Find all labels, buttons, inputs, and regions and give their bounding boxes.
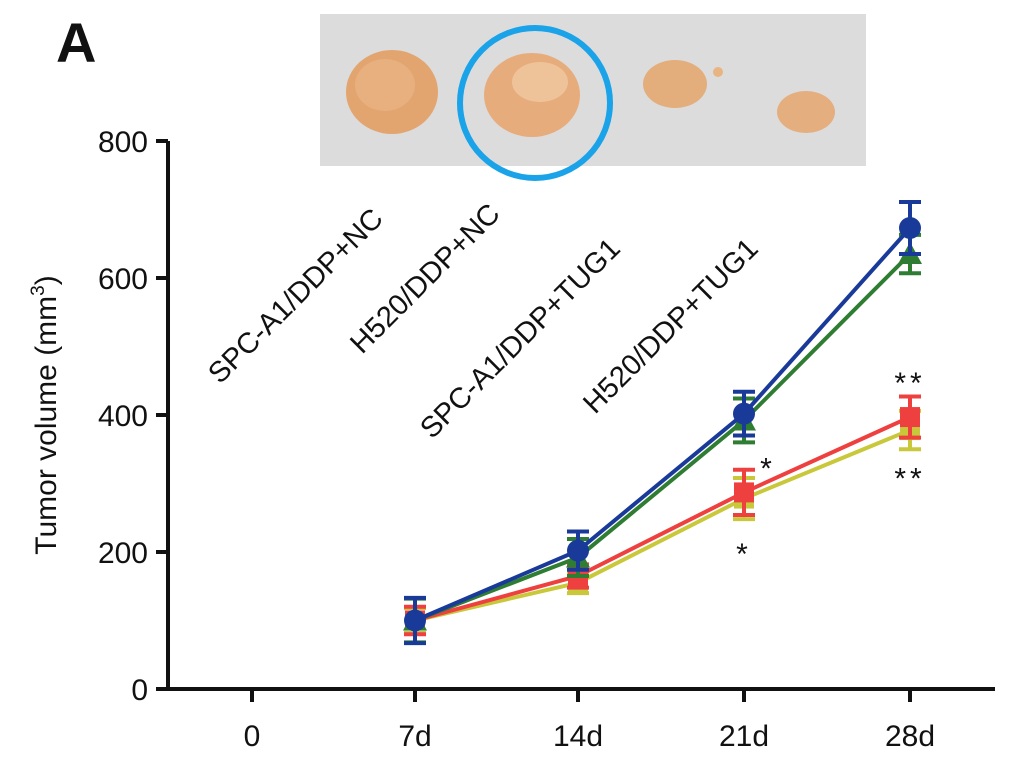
series-1 bbox=[404, 199, 921, 646]
series-2 bbox=[404, 394, 921, 637]
tumor-photo bbox=[320, 14, 866, 181]
significance-marker: * bbox=[760, 452, 776, 485]
x-tick-label: 14d bbox=[553, 720, 603, 753]
data-point bbox=[899, 216, 921, 239]
series-line bbox=[414, 428, 911, 623]
highlight-ring bbox=[457, 25, 613, 181]
y-tick-label: 600 bbox=[98, 263, 148, 296]
panel-label: A bbox=[56, 11, 96, 74]
significance-marker: ** bbox=[894, 367, 925, 400]
data-point bbox=[734, 482, 754, 503]
tumor-2-shade bbox=[512, 62, 568, 102]
series-line bbox=[414, 415, 911, 623]
significance-marker: * bbox=[736, 538, 752, 571]
tumor-3-fragment bbox=[713, 67, 723, 77]
annotations: ****** bbox=[736, 367, 925, 571]
significance-marker: ** bbox=[894, 463, 925, 496]
y-tick-label: 800 bbox=[98, 126, 148, 159]
axes: 0 200 400 600 800 0 7d 14d 21d 28d bbox=[98, 126, 995, 753]
y-ticks: 0 200 400 600 800 bbox=[98, 126, 168, 707]
x-tick-label: 28d bbox=[885, 720, 935, 753]
x-tick-label: 21d bbox=[719, 720, 769, 753]
x-tick-label: 7d bbox=[398, 720, 431, 753]
series-line bbox=[414, 252, 912, 623]
y-tick-label: 400 bbox=[98, 400, 148, 433]
tumor-4 bbox=[777, 91, 835, 133]
series-layer bbox=[403, 199, 922, 646]
tumor-3 bbox=[643, 60, 707, 108]
data-point bbox=[733, 402, 755, 425]
series-line bbox=[414, 226, 912, 623]
data-point bbox=[404, 609, 426, 632]
tumor-1-shade bbox=[355, 59, 415, 111]
legend-label: SPC-A1/DDP+NC bbox=[202, 203, 389, 390]
x-tick-label: 0 bbox=[244, 720, 261, 753]
y-axis-label: Tumor volume (mm3) bbox=[28, 275, 63, 555]
y-tick-label: 0 bbox=[131, 674, 148, 707]
y-tick-label: 200 bbox=[98, 537, 148, 570]
series-0 bbox=[403, 232, 922, 645]
legend: SPC-A1/DDP+NCH520/DDP+NCSPC-A1/DDP+TUG1H… bbox=[202, 198, 764, 445]
x-ticks: 0 7d 14d 21d 28d bbox=[244, 689, 935, 753]
data-point bbox=[567, 539, 589, 562]
series-3 bbox=[404, 408, 921, 635]
data-point bbox=[900, 407, 920, 428]
